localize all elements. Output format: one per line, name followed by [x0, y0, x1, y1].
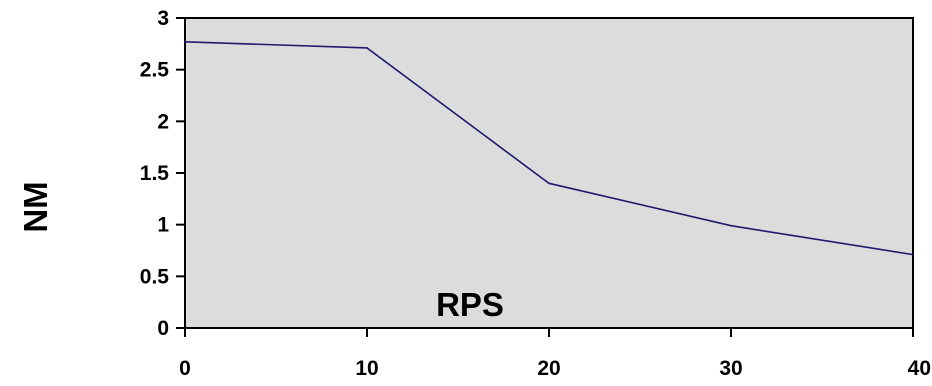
y-axis: 0 0.5 1 1.5 2 2.5 3 — [140, 7, 185, 340]
x-tick-label: 30 — [719, 357, 742, 380]
x-tick-label: 10 — [355, 357, 378, 380]
plot-area — [184, 17, 914, 329]
x-tick-label: 0 — [179, 357, 191, 380]
y-tick-label: 1.5 — [140, 162, 170, 185]
y-axis-title: NM — [17, 181, 54, 232]
data-point — [366, 47, 368, 49]
y-tick-label: 1 — [157, 214, 169, 237]
x-tick-label: 40 — [908, 357, 931, 380]
data-point — [184, 40, 186, 43]
y-tick-label: 0 — [157, 317, 169, 340]
y-tick-label: 3 — [157, 7, 169, 30]
data-point — [548, 182, 550, 185]
x-axis: 0 10 20 30 40 — [179, 328, 931, 380]
y-tick-label: 0.5 — [140, 265, 170, 288]
y-tick-label: 2 — [157, 110, 169, 133]
x-tick-label: 20 — [537, 357, 560, 380]
series-layer — [184, 40, 914, 256]
data-point — [912, 253, 914, 256]
x-axis-title: RPS — [436, 286, 504, 323]
y-tick-label: 2.5 — [140, 59, 170, 82]
data-point — [730, 224, 732, 227]
